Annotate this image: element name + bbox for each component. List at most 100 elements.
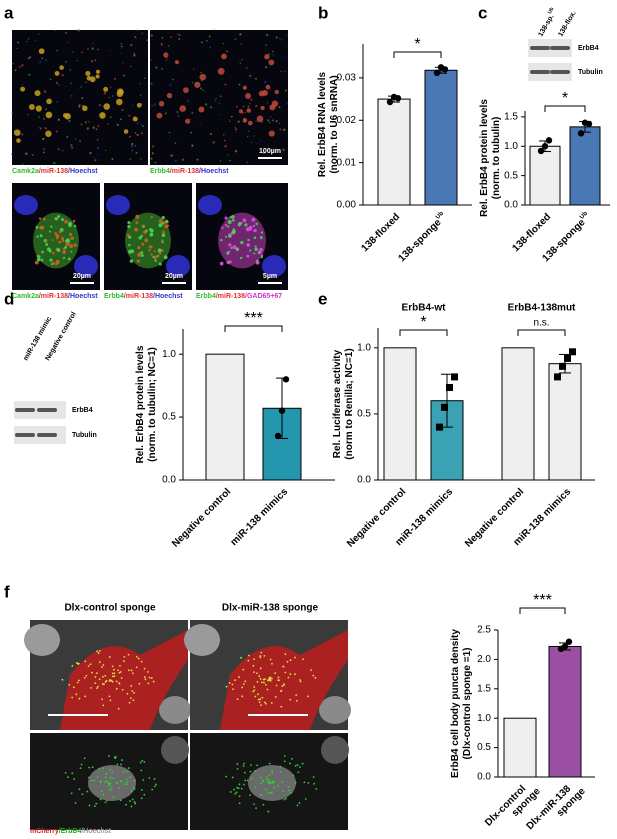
- signal-dot: [263, 701, 266, 704]
- signal-dot: [261, 779, 264, 781]
- signal-dot: [38, 116, 40, 118]
- signal-dot: [312, 674, 315, 677]
- caption-part: /ErbB4: [59, 828, 82, 835]
- caption-part: /Hoechst: [199, 168, 229, 175]
- signal-dot: [138, 82, 141, 85]
- signal-dot: [88, 804, 91, 807]
- signal-dot: [69, 244, 74, 249]
- cell-dot: [260, 105, 265, 111]
- signal-dot: [254, 245, 257, 248]
- signal-dot: [230, 246, 233, 250]
- signal-dot: [108, 96, 110, 98]
- signal-dot: [270, 702, 273, 704]
- signal-dot: [295, 699, 298, 702]
- signal-dot: [234, 792, 237, 795]
- signal-dot: [123, 655, 126, 658]
- signal-dot: [106, 780, 109, 783]
- group-title: ErbB4-wt: [402, 303, 447, 314]
- signal-dot: [227, 225, 230, 228]
- signal-dot: [271, 119, 274, 122]
- y-tick-label: 2.5: [477, 625, 491, 636]
- signal-dot: [56, 237, 59, 240]
- signal-dot: [79, 140, 81, 142]
- signal-dot: [259, 655, 262, 657]
- signal-dot: [97, 685, 99, 688]
- signal-dot: [83, 676, 86, 679]
- signal-dot: [236, 763, 239, 765]
- signal-dot: [174, 159, 177, 162]
- signal-dot: [131, 104, 134, 107]
- signal-dot: [291, 757, 293, 760]
- signal-dot: [74, 802, 77, 804]
- scale-bar-label: 5µm: [263, 273, 277, 280]
- signal-dot: [260, 681, 263, 684]
- bar: [529, 145, 561, 206]
- signal-dot: [107, 782, 110, 785]
- caption-part: /miR-138: [216, 293, 245, 300]
- signal-dot: [153, 250, 156, 253]
- signal-dot: [133, 801, 136, 804]
- signal-dot: [191, 81, 194, 84]
- signal-dot: [267, 810, 270, 813]
- signal-dot: [294, 656, 296, 659]
- signal-dot: [252, 664, 255, 667]
- signal-dot: [109, 50, 111, 52]
- panel-label: f: [4, 582, 10, 601]
- cell-dot: [247, 120, 253, 126]
- signal-dot: [132, 672, 134, 675]
- signal-dot: [163, 255, 168, 260]
- signal-dot: [61, 74, 64, 77]
- blot-row-label: ErbB4: [72, 407, 93, 414]
- signal-dot: [64, 771, 67, 774]
- x-tick-label: Negative control: [170, 486, 233, 549]
- column-superscript: Ub: [547, 6, 556, 15]
- signal-dot: [264, 678, 267, 680]
- signal-dot: [86, 127, 89, 130]
- signal-dot: [53, 161, 56, 165]
- signal-dot: [58, 240, 62, 244]
- signal-dot: [52, 261, 56, 265]
- signal-dot: [11, 112, 13, 115]
- signal-dot: [89, 663, 92, 666]
- y-axis-label: Rel. ErbB4 protein levels(norm. to tubul…: [135, 345, 158, 463]
- signal-dot: [70, 82, 72, 85]
- panel-label: d: [4, 289, 14, 308]
- signal-dot: [254, 695, 257, 698]
- signal-dot: [150, 157, 153, 160]
- signal-dot: [242, 765, 245, 767]
- signal-dot: [153, 785, 156, 788]
- signal-dot: [45, 239, 48, 242]
- signal-dot: [125, 783, 128, 786]
- signal-dot: [222, 43, 224, 45]
- signal-dot: [111, 665, 114, 668]
- data-point: [394, 95, 402, 102]
- signal-dot: [12, 62, 15, 65]
- signal-dot: [104, 780, 106, 783]
- signal-dot: [235, 247, 240, 251]
- signal-dot: [123, 660, 125, 663]
- signal-dot: [133, 54, 136, 57]
- signal-dot: [150, 82, 153, 85]
- signal-dot: [238, 795, 241, 798]
- signal-dot: [268, 782, 271, 785]
- signal-dot: [94, 159, 97, 162]
- signal-dot: [254, 247, 258, 252]
- signal-dot: [286, 102, 289, 104]
- scale-bar-label: 20µm: [73, 273, 91, 280]
- cell-dot: [221, 53, 227, 60]
- data-point: [386, 98, 394, 106]
- data-point: [545, 137, 553, 144]
- cell-dot: [45, 130, 52, 137]
- nucleus: [14, 195, 38, 215]
- signal-dot: [294, 673, 296, 676]
- signal-dot: [236, 786, 239, 789]
- signal-dot: [34, 260, 39, 265]
- signal-dot: [253, 658, 255, 660]
- signal-dot: [283, 70, 286, 73]
- signal-dot: [224, 216, 228, 220]
- cell-dot: [166, 92, 173, 99]
- signal-dot: [140, 132, 143, 135]
- significance-label: ***: [244, 310, 263, 327]
- data-point: [278, 407, 286, 414]
- signal-dot: [260, 704, 262, 707]
